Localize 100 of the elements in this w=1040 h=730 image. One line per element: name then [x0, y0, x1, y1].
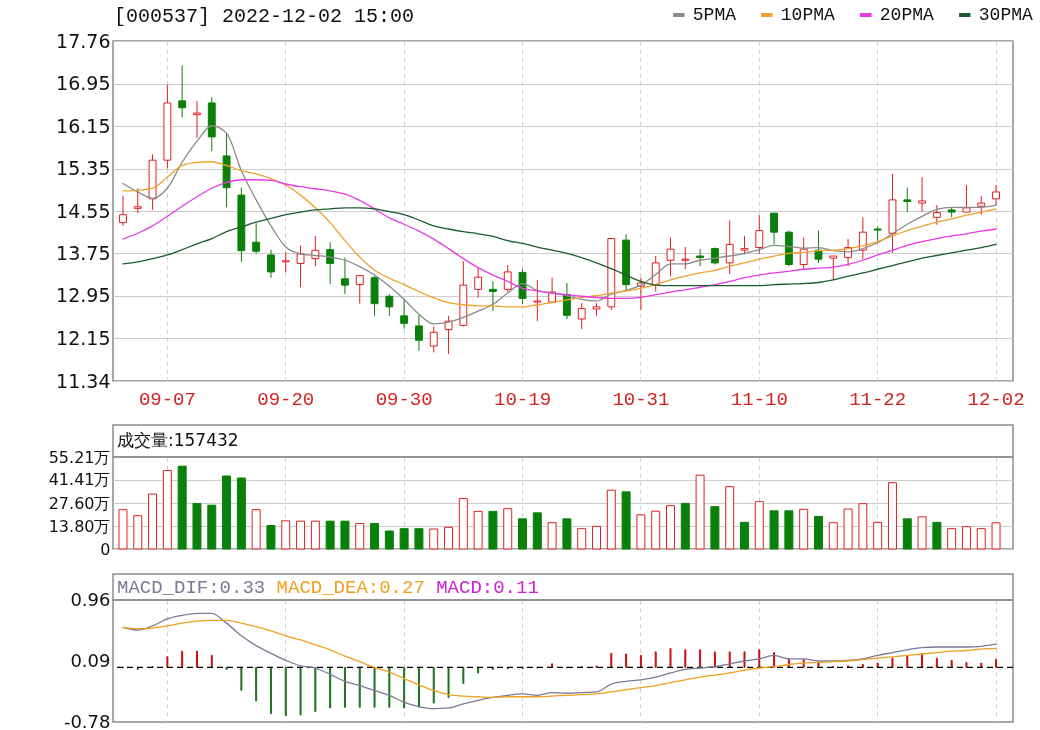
- bar: [266, 525, 276, 550]
- legend-label: 5PMA: [692, 5, 737, 25]
- y-tick-label: 27.60万: [48, 493, 111, 513]
- bar: [503, 508, 513, 550]
- candlestick: [977, 195, 986, 216]
- bar: [739, 521, 749, 550]
- bar: [547, 522, 557, 550]
- bar: [695, 474, 705, 550]
- candlestick: [474, 267, 483, 299]
- bar: [458, 497, 468, 550]
- bar: [133, 515, 143, 550]
- bar: [961, 526, 971, 550]
- bar: [148, 493, 158, 550]
- candlestick: [400, 298, 409, 330]
- bar: [577, 528, 587, 550]
- candlestick: [178, 64, 187, 118]
- bar: [651, 510, 661, 550]
- y-tick-label: 13.80万: [48, 516, 111, 536]
- bar: [340, 520, 350, 550]
- y-tick-label: 12.95: [56, 284, 111, 307]
- candlestick: [962, 184, 971, 213]
- bar: [828, 522, 838, 550]
- bar: [947, 528, 957, 550]
- candlestick: [429, 325, 438, 353]
- y-tick-label: 0.96: [70, 588, 111, 610]
- candlestick: [326, 241, 335, 285]
- x-tick-label: 11-22: [849, 388, 907, 411]
- candlestick: [903, 187, 912, 213]
- bar: [799, 508, 809, 550]
- bar: [932, 521, 942, 550]
- bar: [414, 528, 424, 550]
- candlestick: [252, 222, 261, 255]
- bar: [177, 465, 187, 550]
- bar: [236, 477, 246, 550]
- bar: [532, 512, 542, 550]
- bar: [562, 518, 572, 550]
- series-label: MACD_DIF:0.33: [117, 577, 266, 599]
- bar: [192, 503, 202, 550]
- line-series: [122, 612, 997, 710]
- bar: [917, 516, 927, 550]
- bar: [666, 505, 675, 550]
- x-tick-label: 09-30: [375, 388, 433, 411]
- candlestick: [740, 235, 749, 255]
- bar: [296, 520, 306, 550]
- candlestick: [829, 255, 838, 281]
- bar: [251, 509, 261, 550]
- bar: [281, 520, 291, 550]
- y-tick-label: 14.55: [56, 199, 111, 222]
- x-tick-label: 09-07: [138, 388, 196, 411]
- candlestick: [267, 249, 275, 279]
- bar: [636, 514, 646, 550]
- bar: [444, 526, 454, 550]
- bar: [976, 528, 986, 550]
- candlestick: [193, 100, 201, 139]
- bar: [991, 522, 1001, 550]
- legend-label: 20PMA: [879, 5, 935, 25]
- x-tick-label: 10-19: [494, 388, 552, 411]
- y-tick-label: 16.95: [56, 72, 111, 95]
- legend-label: 30PMA: [978, 5, 1034, 25]
- x-tick-label: 10-31: [612, 388, 670, 411]
- bar: [207, 504, 217, 550]
- candlestick: [696, 248, 705, 267]
- candlestick: [814, 230, 823, 264]
- bar: [769, 510, 779, 550]
- bar: [384, 530, 394, 550]
- candlestick: [666, 236, 675, 277]
- bar: [399, 528, 409, 550]
- bar: [813, 516, 823, 550]
- candlestick: [415, 314, 423, 352]
- candlestick: [385, 293, 394, 317]
- candlestick: [133, 187, 142, 214]
- bar: [118, 509, 128, 550]
- candlestick: [725, 220, 734, 275]
- x-tick-label: 09-20: [257, 388, 315, 411]
- candlestick: [296, 244, 305, 288]
- x-tick-label: 11-10: [730, 388, 788, 411]
- y-tick-label: 0: [100, 539, 111, 559]
- candlestick: [992, 184, 1000, 206]
- bar: [222, 475, 232, 550]
- x-tick-label: 12-02: [967, 388, 1025, 411]
- bar: [592, 525, 602, 550]
- candlestick: [488, 280, 497, 312]
- candlestick: [577, 302, 586, 330]
- candlestick: [932, 204, 941, 226]
- series-label: MACD_DEA:0.27: [276, 577, 425, 599]
- bar: [606, 489, 616, 550]
- bar: [873, 521, 883, 550]
- bar: [473, 510, 483, 550]
- bar: [370, 523, 380, 550]
- candlestick: [918, 176, 926, 213]
- candlestick: [341, 257, 349, 295]
- y-tick-label: 41.41万: [48, 470, 111, 490]
- candlestick: [533, 279, 542, 322]
- candlestick: [119, 195, 127, 227]
- bar: [621, 491, 631, 550]
- bar: [162, 470, 172, 550]
- bar: [710, 506, 720, 550]
- line-series: [122, 207, 997, 287]
- y-tick-label: 13.75: [56, 241, 111, 264]
- bar: [355, 523, 365, 550]
